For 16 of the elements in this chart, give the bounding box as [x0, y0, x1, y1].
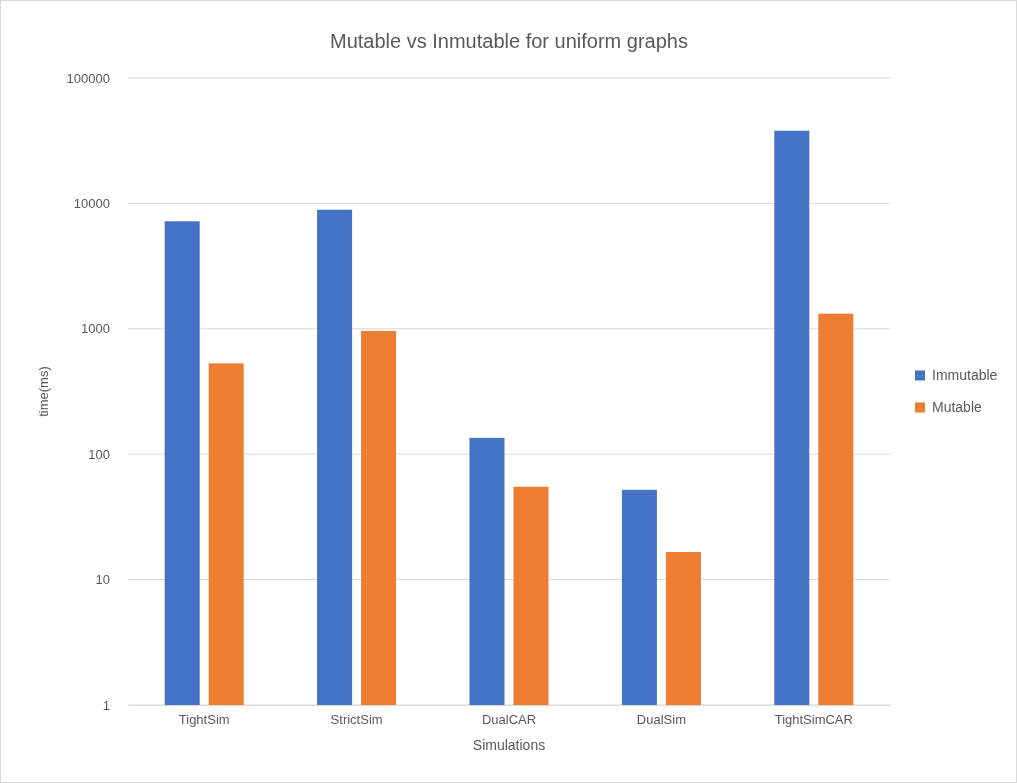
y-tick-label: 1	[102, 697, 110, 713]
x-tick-label: DualSim	[636, 712, 686, 728]
x-tick-label: DualCAR	[481, 712, 537, 728]
y-tick-label: 10	[95, 572, 110, 588]
x-tick-label: TightSimCAR	[774, 712, 853, 728]
x-tick-label: StrictSim	[330, 712, 383, 728]
y-axis-title: time(ms)	[36, 366, 51, 417]
legend-label: Immutable	[932, 366, 998, 383]
chart-title: Mutable vs Inmutable for uniform graphs	[330, 30, 688, 52]
x-tick-label: TightSim	[178, 712, 230, 728]
y-tick-label: 100	[88, 446, 110, 462]
y-tick-label: 10000	[73, 196, 110, 212]
x-axis-title: Simulations	[472, 737, 546, 753]
y-tick-label: 1000	[81, 321, 110, 337]
y-tick-label: 100000	[66, 70, 110, 86]
legend-label: Mutable	[932, 398, 983, 415]
